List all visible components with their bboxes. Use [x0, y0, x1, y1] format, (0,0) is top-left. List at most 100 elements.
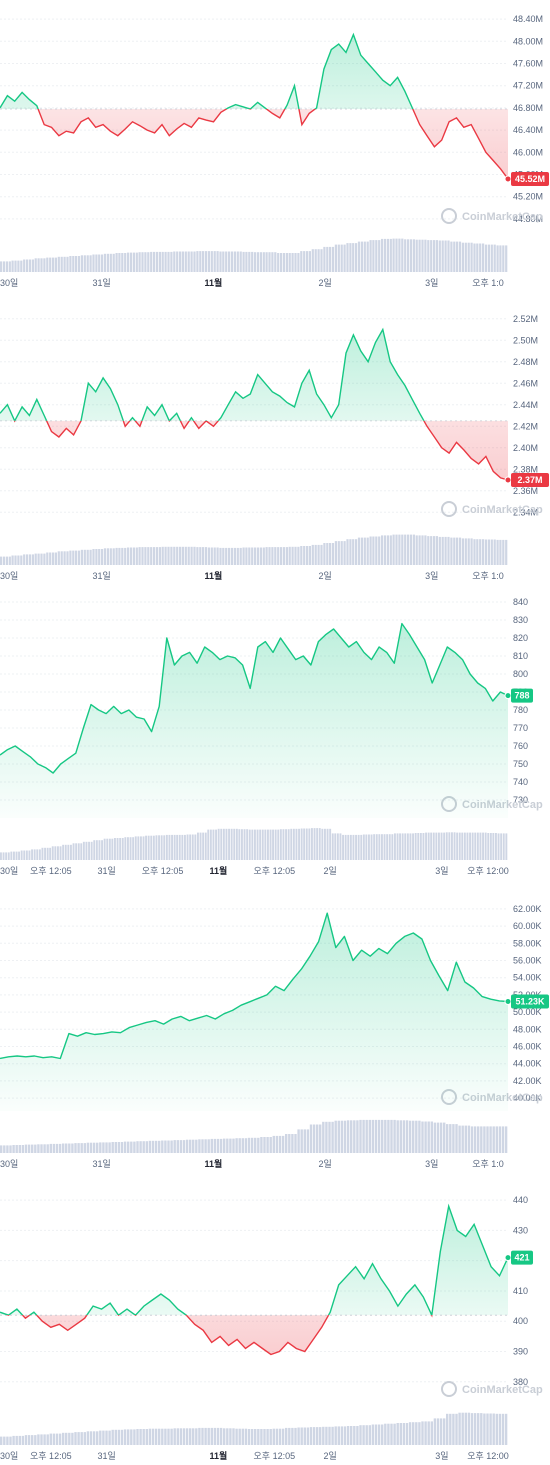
volume-bar — [163, 835, 166, 860]
volume-bar — [86, 1142, 90, 1153]
volume-bar — [124, 253, 127, 272]
volume-bar — [343, 1120, 347, 1153]
volume-bar — [392, 534, 395, 565]
volume-bar — [331, 1426, 334, 1445]
volume-bar — [185, 1139, 189, 1153]
volume-bar — [287, 829, 290, 860]
volume-bar — [502, 245, 505, 272]
volume-bar — [129, 252, 133, 272]
volume-bar — [62, 1432, 65, 1445]
volume-bar — [461, 1125, 464, 1153]
volume-bar — [368, 1119, 371, 1153]
volume-bar — [106, 548, 109, 565]
volume-bar — [366, 537, 369, 565]
volume-bar — [66, 256, 69, 272]
volume-bar — [415, 535, 418, 565]
volume-bar — [444, 240, 447, 272]
volume-bar — [344, 834, 347, 860]
y-tick-label: 810 — [513, 651, 528, 661]
volume-bar — [396, 833, 399, 860]
volume-bar — [375, 240, 378, 272]
volume-bar — [115, 547, 118, 565]
current-price-label: 2.37M — [517, 475, 542, 485]
volume-bar — [31, 554, 34, 565]
volume-bar — [450, 241, 453, 272]
volume-bar — [119, 838, 122, 860]
volume-bar — [424, 239, 427, 272]
coinmarketcap-logo-icon — [441, 208, 457, 224]
volume-bar — [493, 539, 496, 565]
volume-bar — [75, 843, 78, 860]
volume-bar — [492, 1126, 495, 1153]
volume-bar — [17, 555, 20, 565]
volume-bar — [239, 547, 242, 565]
volume-bar — [241, 829, 243, 860]
x-tick-label: 31일 — [92, 1159, 110, 1169]
volume-bar — [181, 546, 184, 565]
volume-bar — [238, 829, 241, 860]
volume-bar — [150, 547, 153, 565]
volume-bar — [269, 829, 272, 860]
volume-bar — [483, 1413, 486, 1445]
volume-bar — [164, 1428, 167, 1445]
volume-bar — [277, 253, 280, 272]
volume-bar — [291, 546, 294, 565]
volume-bar — [14, 555, 17, 565]
volume-bar — [80, 255, 83, 272]
volume-bar — [480, 1413, 483, 1445]
volume-bar — [483, 1126, 486, 1153]
volume-bar — [319, 1427, 322, 1445]
volume-bar — [213, 1427, 217, 1445]
volume-bar — [487, 539, 490, 565]
volume-bar — [52, 257, 55, 272]
volume-bar — [259, 547, 262, 565]
y-tick-label: 62.00K — [513, 904, 542, 914]
volume-bar — [193, 546, 196, 565]
volume-bar — [461, 832, 464, 860]
volume-bar — [69, 256, 72, 272]
volume-bar — [389, 535, 392, 565]
volume-bar — [375, 536, 378, 565]
volume-bar — [24, 1144, 28, 1153]
volume-bar — [322, 1121, 325, 1153]
volume-bar — [179, 251, 182, 272]
y-tick-label: 54.00K — [513, 973, 542, 983]
volume-bar — [325, 1121, 328, 1153]
chart-panel-1: 48.40M 48.00M 47.60M 47.20M 46.80M 46.40M 46.0… — [0, 0, 550, 292]
volume-bar — [427, 240, 430, 272]
y-tick-label: 48.40M — [513, 14, 543, 24]
volume-bar — [132, 252, 135, 272]
volume-bar — [27, 1435, 31, 1445]
y-tick-label: 760 — [513, 741, 528, 751]
volume-bar — [323, 543, 326, 565]
volume-bar — [500, 833, 503, 860]
volume-bar — [170, 546, 173, 565]
volume-bar — [471, 832, 474, 860]
y-tick-label: 440 — [513, 1195, 528, 1205]
volume-bar — [489, 833, 492, 860]
volume-bar — [381, 238, 384, 272]
volume-bar — [260, 1137, 263, 1153]
x-tick-label: 오후 12:00 — [467, 866, 509, 876]
volume-bar — [103, 838, 106, 860]
volume-bar — [265, 547, 268, 565]
volume-bar — [399, 1423, 402, 1445]
volume-bar — [362, 834, 365, 860]
volume-bar — [343, 541, 346, 565]
volume-bar — [31, 1435, 34, 1445]
volume-bar — [381, 1424, 384, 1445]
volume-bar — [271, 547, 274, 565]
volume-bar — [267, 829, 269, 860]
price-area-up — [0, 34, 508, 110]
volume-bar — [151, 1428, 155, 1445]
volume-bar — [219, 251, 222, 272]
volume-bar — [290, 828, 293, 860]
volume-bar — [98, 549, 101, 565]
volume-bar — [467, 242, 470, 272]
volume-bar — [123, 1141, 127, 1153]
volume-bar — [444, 536, 447, 565]
volume-bar — [303, 828, 306, 860]
volume-bar — [161, 1140, 164, 1153]
chart-panel-4: 62.00K60.00K58.00K56.00K54.00K52.00K50.0… — [0, 888, 550, 1173]
volume-bar — [490, 539, 493, 565]
